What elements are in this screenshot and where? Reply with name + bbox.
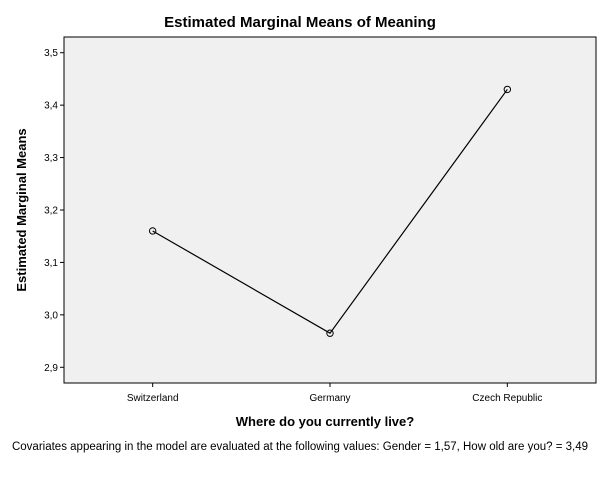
y-tick-label: 2,9 xyxy=(44,363,58,374)
chart-title: Estimated Marginal Means of Meaning xyxy=(164,14,436,31)
y-axis: 2,9 3,0 3,1 3,2 3,3 3,4 3,5 xyxy=(44,48,64,374)
data-point-marker xyxy=(503,85,512,94)
y-tick-label: 3,1 xyxy=(44,258,58,269)
data-point-marker xyxy=(148,227,157,235)
y-axis-title: Estimated Marginal Means xyxy=(14,128,29,291)
y-tick-label: 3,3 xyxy=(44,153,58,164)
x-axis-title: Where do you currently live? xyxy=(236,414,414,429)
y-tick-label: 3,0 xyxy=(44,310,58,321)
series-line xyxy=(152,89,508,334)
covariates-footnote: Covariates appearing in the model are ev… xyxy=(11,441,588,453)
y-tick-label: 3,4 xyxy=(44,101,58,112)
y-tick-label: 3,5 xyxy=(44,48,58,59)
series-layer xyxy=(148,85,512,337)
x-tick-label: Switzerland xyxy=(127,393,179,404)
plot-area xyxy=(63,36,597,384)
x-axis: Switzerland Germany Czech Republic xyxy=(127,383,542,404)
x-tick-label: Germany xyxy=(309,393,350,404)
data-point-marker xyxy=(326,329,334,337)
y-tick-label: 3,2 xyxy=(44,206,58,217)
x-tick-label: Czech Republic xyxy=(472,393,542,404)
